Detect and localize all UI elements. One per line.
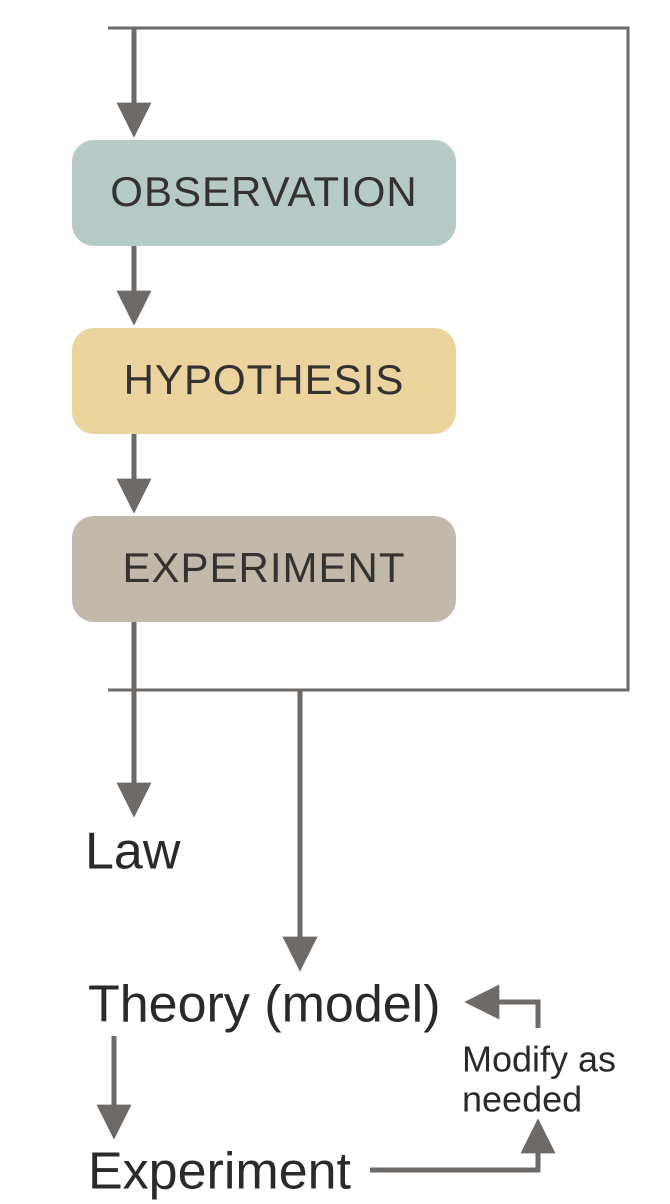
- feedback-arrow-up: [370, 1130, 538, 1170]
- flowchart-canvas: OBSERVATION HYPOTHESIS EXPERIMENT Law Th…: [0, 0, 670, 1204]
- node-observation: OBSERVATION: [72, 140, 456, 246]
- experiment-label: EXPERIMENT: [122, 544, 405, 591]
- theory-label: Theory (model): [88, 976, 441, 1034]
- experiment2-label: Experiment: [88, 1143, 352, 1201]
- node-experiment: EXPERIMENT: [72, 516, 456, 622]
- modify-label-1: Modify as: [462, 1039, 616, 1080]
- hypothesis-label: HYPOTHESIS: [124, 356, 405, 403]
- feedback-arrow-into-theory: [476, 1002, 538, 1028]
- observation-label: OBSERVATION: [110, 168, 417, 215]
- modify-label-2: needed: [462, 1079, 582, 1120]
- node-hypothesis: HYPOTHESIS: [72, 328, 456, 434]
- law-label: Law: [85, 823, 181, 881]
